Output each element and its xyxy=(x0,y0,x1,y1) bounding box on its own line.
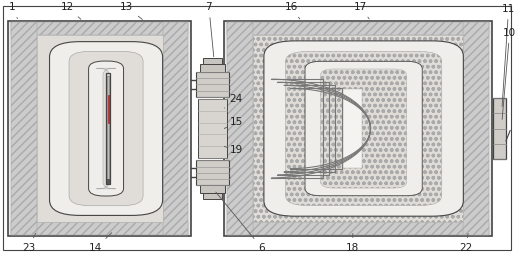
Bar xyxy=(464,22,489,235)
Bar xyxy=(196,72,229,97)
Bar xyxy=(11,22,189,35)
Bar xyxy=(196,160,229,185)
Bar xyxy=(37,35,163,222)
Text: 24: 24 xyxy=(224,94,243,108)
Bar xyxy=(11,222,189,235)
Bar xyxy=(107,76,109,181)
Bar xyxy=(227,22,253,235)
Bar xyxy=(163,22,189,235)
Bar xyxy=(227,22,253,235)
Text: 12: 12 xyxy=(61,2,81,19)
Bar xyxy=(163,22,189,235)
Bar xyxy=(11,22,189,35)
Bar xyxy=(8,21,191,236)
Bar xyxy=(227,222,489,235)
Bar xyxy=(253,35,464,222)
Text: 7: 7 xyxy=(206,2,214,57)
Bar xyxy=(203,58,222,64)
Text: 23: 23 xyxy=(22,233,36,253)
Bar xyxy=(106,73,110,184)
Text: 13: 13 xyxy=(120,2,142,20)
Text: 18: 18 xyxy=(346,234,359,253)
Bar xyxy=(224,21,492,236)
FancyBboxPatch shape xyxy=(305,61,422,196)
FancyBboxPatch shape xyxy=(285,52,442,205)
FancyBboxPatch shape xyxy=(50,42,163,215)
Bar xyxy=(11,222,189,235)
Bar xyxy=(493,98,506,159)
Bar xyxy=(227,22,489,35)
FancyBboxPatch shape xyxy=(321,69,407,188)
FancyBboxPatch shape xyxy=(69,51,143,206)
Text: 10: 10 xyxy=(502,28,516,119)
Text: 11: 11 xyxy=(502,4,515,107)
FancyBboxPatch shape xyxy=(264,41,464,216)
FancyBboxPatch shape xyxy=(89,61,124,196)
Bar xyxy=(37,35,163,222)
Bar xyxy=(342,89,362,168)
Text: 17: 17 xyxy=(354,2,369,19)
Bar xyxy=(11,22,37,235)
FancyBboxPatch shape xyxy=(96,68,116,189)
Bar xyxy=(11,22,37,235)
Bar xyxy=(106,179,110,184)
Bar xyxy=(107,76,109,181)
Text: 6: 6 xyxy=(216,192,265,253)
Bar xyxy=(227,22,489,35)
Bar xyxy=(200,185,225,193)
Bar xyxy=(464,22,489,235)
Bar xyxy=(253,35,464,222)
Text: 1: 1 xyxy=(9,2,18,19)
Bar xyxy=(203,193,222,199)
Bar xyxy=(200,64,225,72)
Text: 14: 14 xyxy=(89,233,112,253)
Text: 19: 19 xyxy=(224,145,243,155)
Text: 16: 16 xyxy=(284,2,300,19)
Text: 15: 15 xyxy=(224,117,243,128)
Bar xyxy=(227,222,489,235)
Bar xyxy=(108,95,109,123)
Text: 22: 22 xyxy=(459,234,472,253)
Bar xyxy=(107,76,109,181)
Bar xyxy=(198,99,227,158)
